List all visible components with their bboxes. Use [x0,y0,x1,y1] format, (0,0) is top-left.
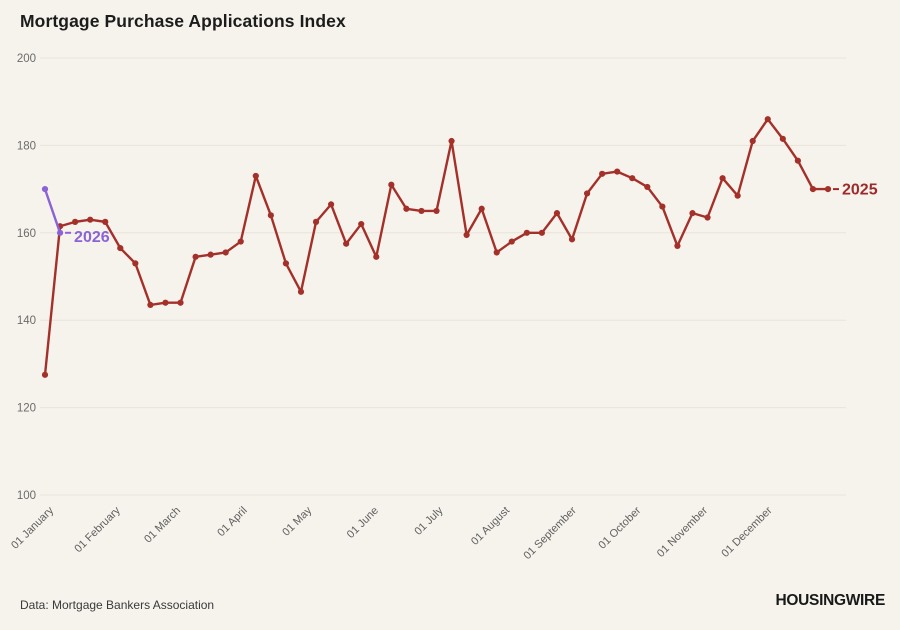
data-point-2025 [177,299,184,306]
data-point-2025 [237,238,244,245]
x-tick-label: 01 May [280,504,314,538]
data-point-2025 [599,170,606,177]
data-point-2025 [538,229,546,236]
data-point-2025 [102,218,109,225]
data-point-2025 [824,186,832,193]
data-point-2025 [764,116,771,123]
series-line-2025 [43,117,830,377]
data-point-2025 [162,299,169,306]
x-tick-label: 01 July [412,504,445,537]
data-point-2025 [583,190,591,197]
data-point-2025 [448,137,455,145]
data-point-2025 [267,212,274,219]
x-tick-label: 01 December [719,504,774,559]
data-point-2025 [478,205,485,212]
x-tick-label: 01 September [521,504,579,562]
y-tick-label: 100 [17,490,36,502]
data-point-2025 [207,251,214,258]
series-end-label-2025: 2025 [842,182,878,199]
data-point-2025 [433,207,440,215]
data-point-2025 [614,168,621,175]
data-point-2025 [418,207,425,215]
data-point-2025 [809,186,817,193]
x-tick-label: 01 February [72,504,123,555]
data-point-2025 [629,175,636,182]
data-point-2025 [749,137,756,145]
data-point-2026 [41,186,49,193]
data-point-2025 [282,260,290,267]
data-point-2025 [327,201,335,208]
x-tick-label: 01 March [142,505,183,546]
data-point-2025 [373,253,380,260]
series-line-2026 [43,187,62,235]
y-tick-label: 140 [17,315,36,327]
data-point-2025 [343,240,350,247]
data-point-2026 [56,229,64,236]
y-tick-label: 160 [17,228,36,240]
x-tick-label: 01 April [215,505,249,539]
data-point-2025 [659,203,666,210]
series-end-label-2026: 2026 [74,229,110,246]
data-point-2025 [734,192,741,199]
x-tick-label: 01 June [345,505,381,541]
data-point-2025 [704,214,711,221]
source-note: Data: Mortgage Bankers Association [20,598,215,612]
x-tick-label: 01 January [9,504,56,551]
x-tick-label: 01 November [655,504,710,559]
data-point-2025 [508,238,515,245]
data-point-2025 [553,210,561,217]
data-point-2025 [388,181,395,188]
x-tick-label: 01 August [469,505,512,548]
data-point-2025 [779,135,786,142]
data-point-2025 [312,218,320,225]
data-point-2025 [252,172,259,180]
data-point-2025 [41,371,49,378]
data-point-2025 [523,229,530,236]
chart-canvas: 100 120 140 160 180 200 01 January 01 February 0… [9,53,878,562]
data-point-2025 [644,183,651,191]
x-tick-label: 01 October [596,504,643,551]
data-point-2025 [403,205,410,212]
data-point-2025 [674,242,681,250]
data-point-2025 [358,220,365,228]
y-tick-label: 200 [17,53,36,65]
data-point-2025 [117,244,124,252]
data-point-2025 [493,249,500,256]
data-point-2025 [87,216,94,223]
page-title: Mortgage Purchase Applications Index [20,11,346,31]
data-point-2025 [132,260,139,267]
data-point-2025 [297,288,305,295]
data-point-2025 [689,210,696,217]
data-point-2025 [222,249,229,256]
y-tick-label: 120 [17,403,36,415]
data-point-2025 [72,218,79,225]
data-point-2025 [463,231,470,239]
data-point-2025 [719,175,726,182]
data-point-2025 [147,301,154,309]
y-tick-label: 180 [17,140,36,152]
brand-logo: HOUSINGWIRE [775,592,885,609]
data-point-2025 [568,236,576,243]
data-point-2025 [794,157,801,164]
data-point-2025 [192,253,199,260]
